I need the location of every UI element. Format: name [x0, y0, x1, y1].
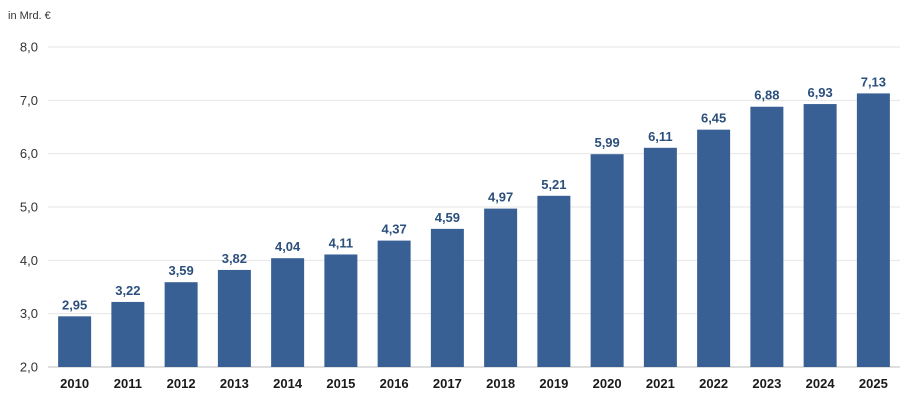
data-label: 6,88	[754, 88, 779, 103]
x-tick-label: 2013	[220, 376, 249, 391]
x-tick-label: 2017	[433, 376, 462, 391]
bar	[643, 147, 677, 367]
x-tick-label: 2016	[380, 376, 409, 391]
y-tick-label: 7,0	[20, 93, 38, 108]
x-axis-ticks: 2010 2011 2012 2013 2014 2015 2016 2017 2018 2019…	[60, 376, 888, 391]
bar	[697, 129, 731, 367]
bar	[377, 240, 411, 367]
bar	[484, 208, 518, 367]
data-label: 4,04	[275, 239, 301, 254]
bar	[856, 93, 890, 368]
x-tick-label: 2021	[646, 376, 675, 391]
data-label: 4,11	[329, 235, 354, 250]
x-tick-label: 2011	[114, 376, 142, 391]
bar	[430, 228, 464, 367]
data-label: 3,59	[168, 263, 193, 278]
data-label: 3,82	[222, 251, 247, 266]
bar	[217, 269, 251, 367]
bar	[324, 254, 358, 367]
y-tick-label: 3,0	[20, 306, 38, 321]
x-tick-label: 2024	[806, 376, 836, 391]
x-tick-label: 2019	[539, 376, 568, 391]
data-label: 3,22	[115, 283, 140, 298]
data-label: 5,21	[541, 177, 566, 192]
data-label: 7,13	[861, 74, 886, 89]
x-tick-label: 2014	[273, 376, 303, 391]
x-tick-label: 2015	[326, 376, 355, 391]
bars	[58, 93, 890, 368]
data-labels: 2,95 3,22 3,59 3,82 4,04 4,11 4,37 4,59 4,97 5,21…	[62, 74, 886, 312]
data-label: 6,45	[701, 111, 726, 126]
x-tick-label: 2025	[859, 376, 888, 391]
x-tick-label: 2012	[167, 376, 196, 391]
bar	[164, 282, 198, 367]
y-tick-label: 2,0	[20, 360, 38, 375]
data-label: 4,37	[381, 222, 406, 237]
x-tick-label: 2018	[486, 376, 515, 391]
y-tick-label: 8,0	[20, 40, 38, 55]
y-tick-label: 5,0	[20, 200, 38, 215]
data-label: 2,95	[62, 297, 87, 312]
data-label: 6,11	[648, 129, 673, 144]
x-tick-label: 2022	[699, 376, 728, 391]
y-tick-label: 6,0	[20, 146, 38, 161]
bar	[537, 195, 571, 367]
x-tick-label: 2020	[593, 376, 622, 391]
data-label: 4,59	[435, 210, 460, 225]
data-label: 5,99	[594, 135, 619, 150]
bar	[750, 106, 784, 367]
data-label: 6,93	[807, 85, 832, 100]
bar	[58, 316, 92, 367]
data-label: 4,97	[488, 190, 513, 205]
bar	[590, 154, 624, 367]
x-tick-label: 2010	[60, 376, 89, 391]
x-tick-label: 2023	[752, 376, 781, 391]
y-tick-label: 4,0	[20, 253, 38, 268]
y-axis-ticks: 2,0 3,0 4,0 5,0 6,0 7,0 8,0	[20, 40, 38, 375]
unit-label: in Mrd. €	[8, 10, 51, 22]
bar	[803, 104, 837, 368]
bar	[111, 301, 145, 367]
bar	[271, 258, 305, 367]
